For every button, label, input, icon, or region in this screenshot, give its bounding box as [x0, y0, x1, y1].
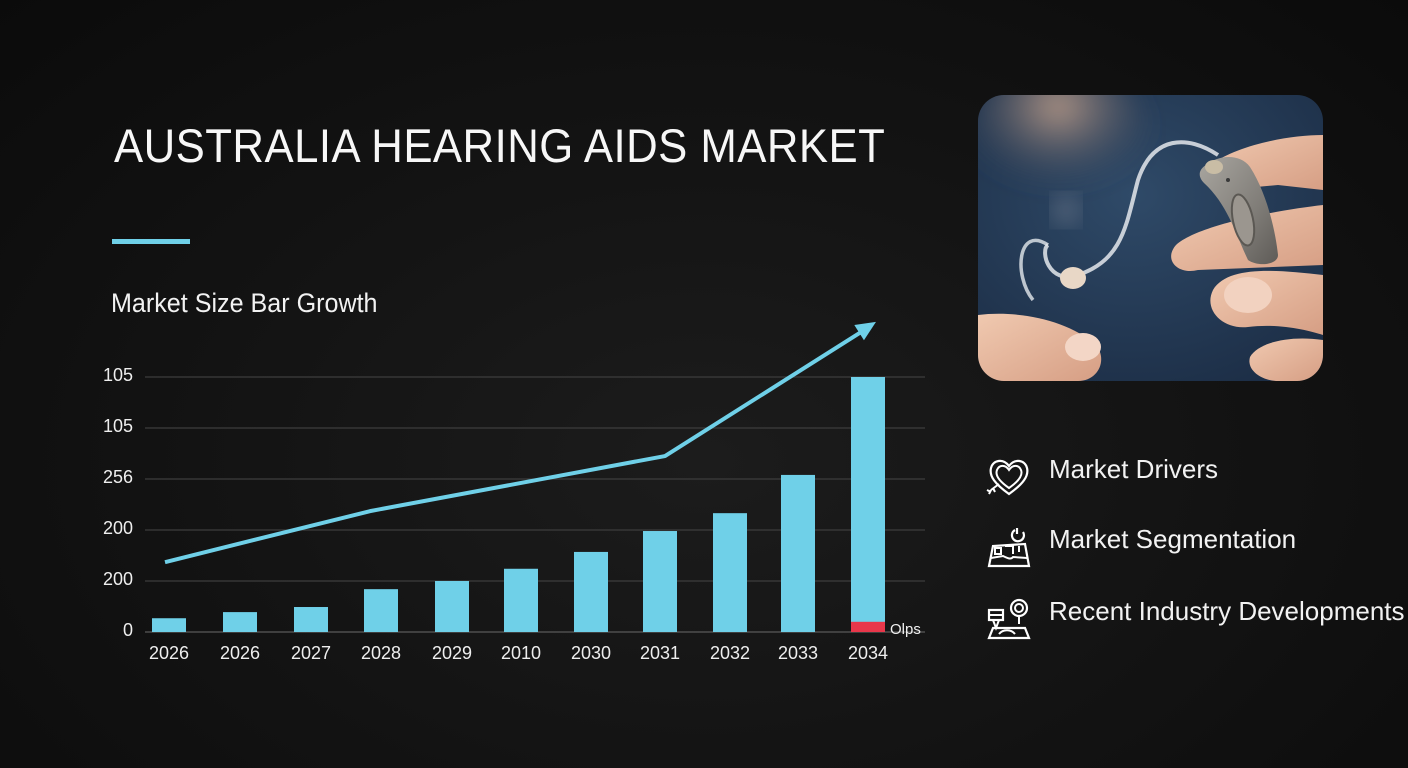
- x-tick-label: 2031: [639, 643, 681, 663]
- topic-label: Market Segmentation: [1049, 524, 1297, 554]
- hearing-aid-photo: [978, 95, 1323, 381]
- topic-label: Recent Industry Developments: [1049, 596, 1405, 626]
- chart-canvas: Olps: [145, 321, 925, 638]
- topic-market-segmentation: Market Segmentation: [985, 524, 1296, 572]
- y-tick-label: 105: [102, 416, 133, 436]
- bar: [851, 377, 885, 632]
- x-tick-label: 2030: [570, 643, 612, 663]
- page-title: AUSTRALIA HEARING AIDS MARKET: [114, 119, 886, 172]
- market-size-chart: Olps 105 105 256 200 200 0 2026 2026 2027 2028 202…: [102, 321, 925, 663]
- y-tick-label: 256: [102, 467, 133, 487]
- bar: [364, 589, 398, 632]
- x-tick-label: 2010: [500, 643, 542, 663]
- x-tick-label: 2033: [777, 643, 819, 663]
- bar: [504, 568, 538, 632]
- trend-line: [164, 327, 868, 565]
- bar: [152, 618, 186, 632]
- y-tick-label: 105: [102, 365, 133, 385]
- x-tick-label: 2026: [148, 643, 190, 663]
- y-tick-label: 0: [122, 620, 133, 640]
- highlight-segment: [851, 621, 885, 632]
- title-accent-bar: [112, 239, 190, 244]
- segment-annotation: Olps: [890, 621, 921, 638]
- bar: [223, 612, 257, 632]
- segmentation-icon: [987, 528, 1031, 568]
- x-tick-label: 2027: [290, 643, 332, 663]
- x-tick-label: 2026: [219, 643, 261, 663]
- topic-market-drivers: Market Drivers: [985, 454, 1218, 502]
- y-tick-label: 200: [102, 518, 133, 538]
- y-tick-label: 200: [102, 569, 133, 589]
- x-tick-label: 2028: [360, 643, 402, 663]
- bar: [643, 531, 677, 632]
- arrow-head-icon: [854, 321, 876, 341]
- heart-icon: [986, 459, 1029, 496]
- x-tick-label: 2029: [431, 643, 473, 663]
- chart-subtitle: Market Size Bar Growth: [111, 288, 378, 318]
- topic-recent-industry-developments: Recent Industry Developments: [985, 596, 1405, 644]
- x-tick-label: 2034: [847, 643, 889, 663]
- industry-developments-icon: [987, 598, 1031, 640]
- bar: [294, 607, 328, 632]
- hearing-aid-image: [978, 95, 1323, 381]
- topic-label: Market Drivers: [1049, 454, 1219, 484]
- bar: [435, 581, 469, 632]
- bar: [574, 551, 608, 632]
- x-tick-label: 2032: [709, 643, 751, 663]
- bar: [781, 474, 815, 632]
- bar: [713, 513, 747, 632]
